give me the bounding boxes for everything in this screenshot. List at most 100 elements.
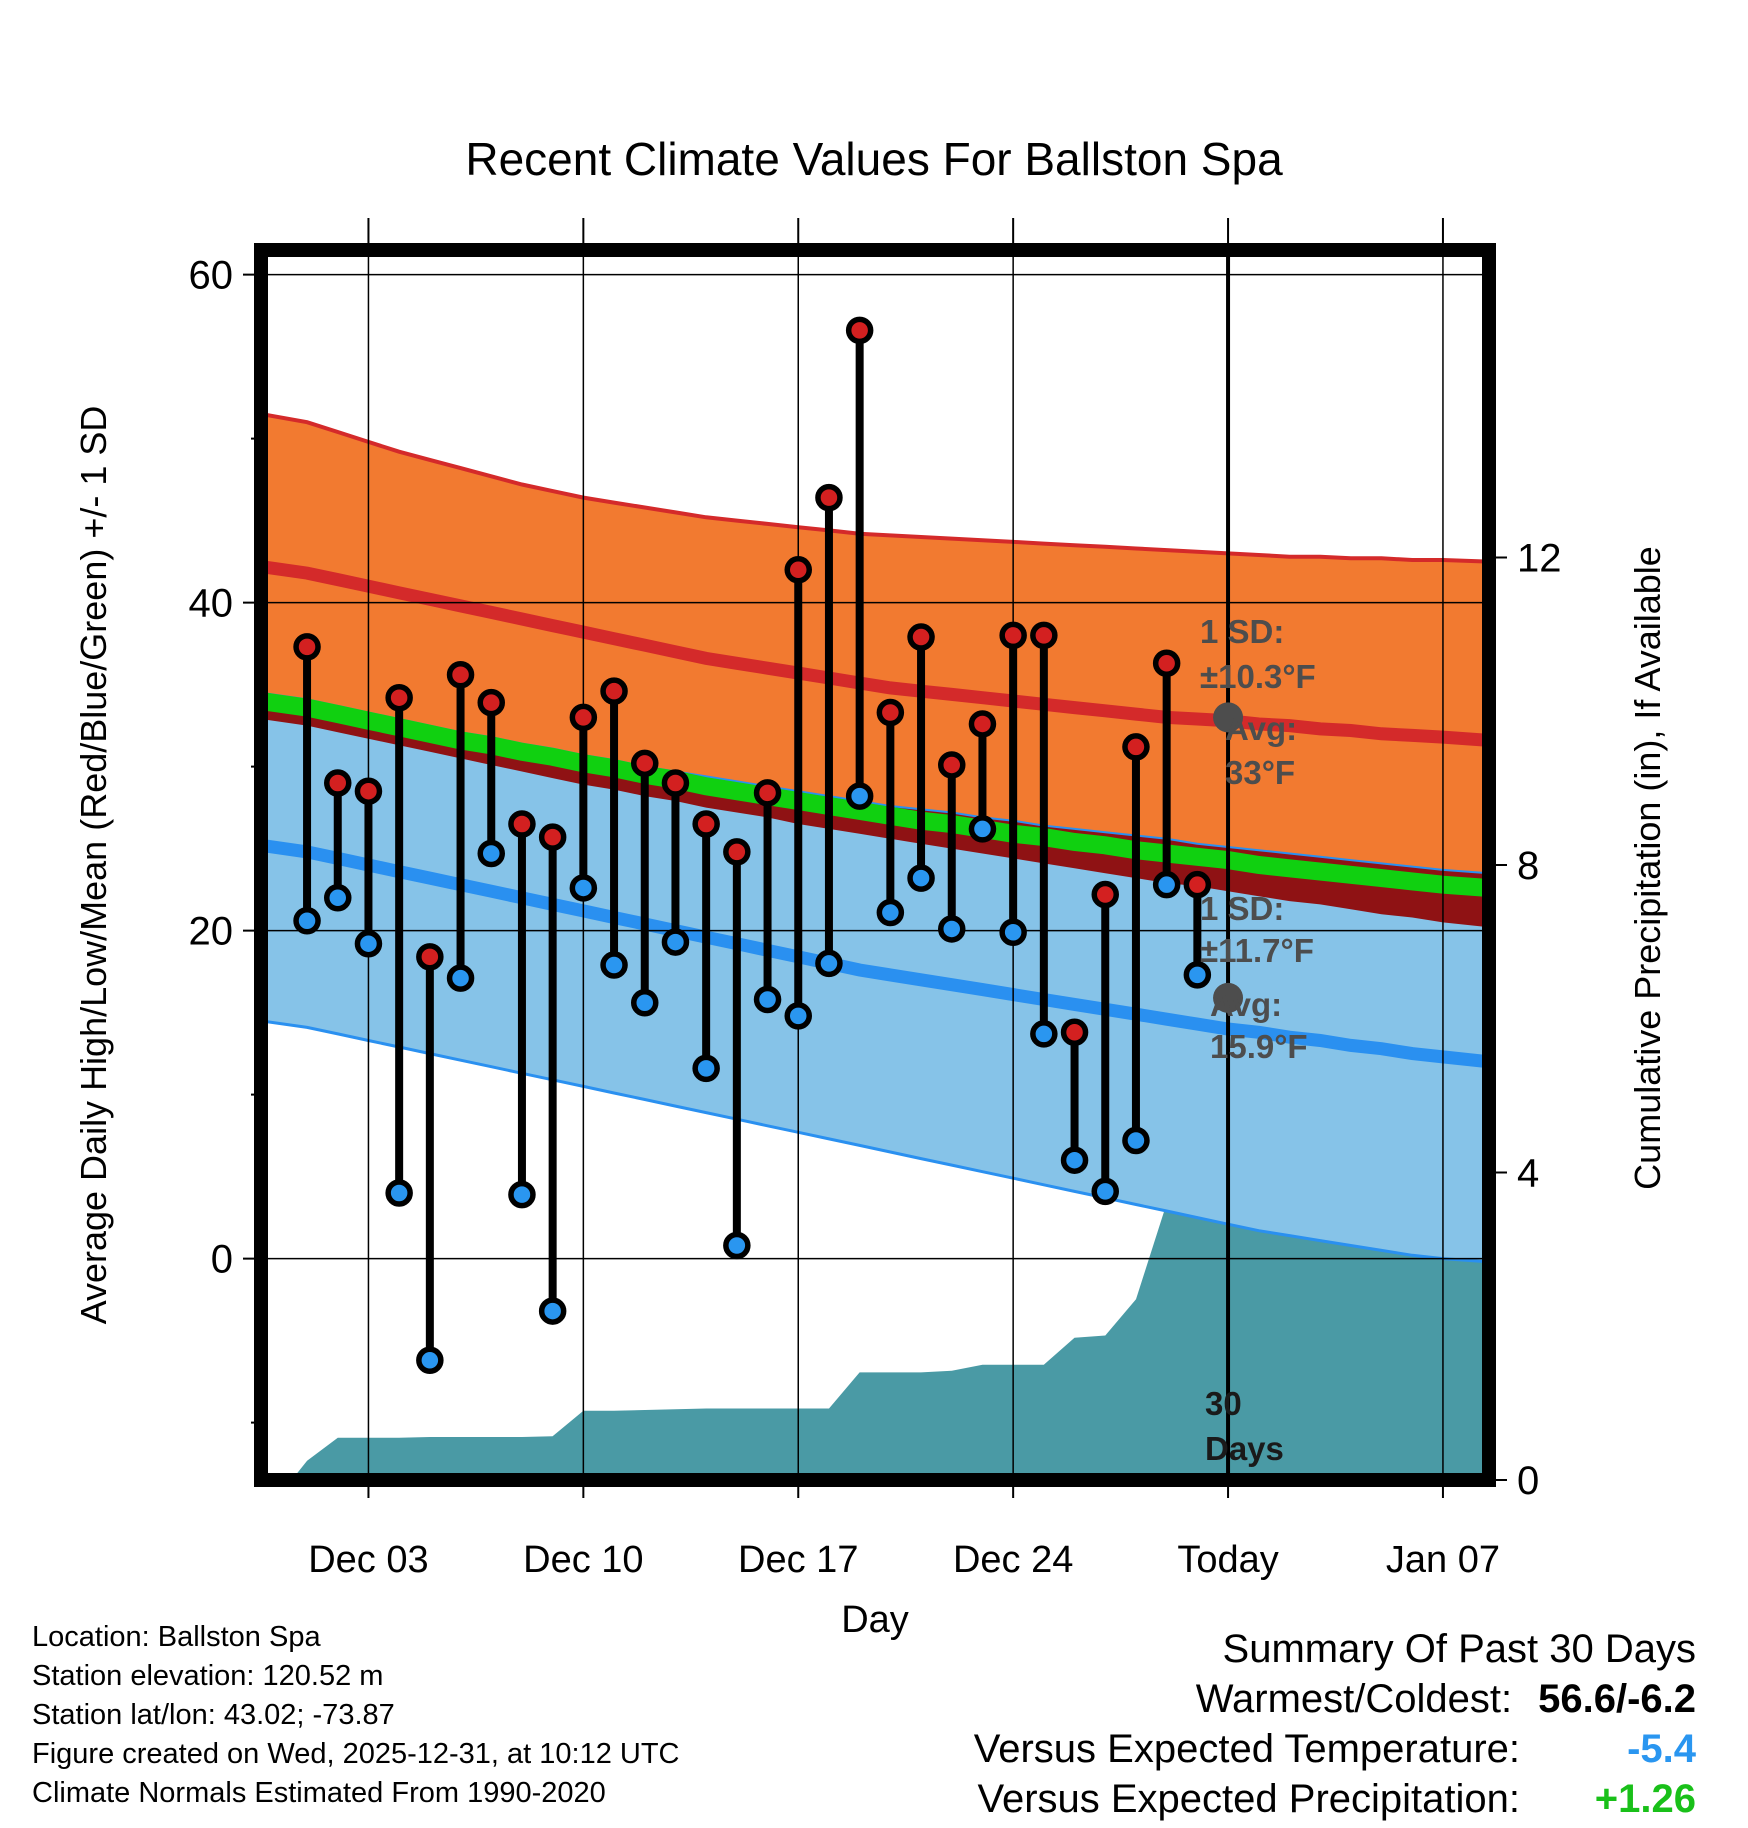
high-avg-marker — [1213, 702, 1244, 733]
low-point — [354, 929, 383, 958]
high-sd-upper-line — [261, 412, 1489, 564]
y-tick-label: 20 — [189, 910, 234, 954]
high-point — [631, 749, 659, 778]
low-point — [1030, 1020, 1058, 1048]
high-point — [569, 703, 598, 732]
low-point — [631, 989, 659, 1017]
high-point — [784, 556, 812, 584]
high-point — [815, 483, 843, 512]
low-point — [661, 928, 690, 956]
mean-normal-line — [261, 692, 1489, 897]
high-point — [538, 823, 567, 851]
low-point — [815, 949, 843, 978]
high-point — [692, 810, 720, 838]
temp-row: Versus Expected Temperature: -5.4 — [974, 1724, 1696, 1774]
low-point — [538, 1297, 567, 1325]
high-point — [385, 683, 413, 712]
low-avg-label-2: 15.9°F — [1210, 1028, 1308, 1065]
low-point — [1152, 870, 1181, 899]
low-avg-marker — [1213, 982, 1244, 1013]
precip-label: Versus Expected Precipitation: — [977, 1777, 1520, 1821]
high-point — [723, 838, 751, 866]
y2-tick-label: 4 — [1517, 1152, 1539, 1196]
high-normal-line — [261, 560, 1489, 747]
low-point — [1060, 1146, 1089, 1174]
low-point — [876, 898, 905, 927]
daily-points — [293, 316, 1212, 1375]
y2-axis-label: Cumulative Precipitation (in), If Availa… — [1627, 546, 1668, 1190]
low-point — [416, 1346, 444, 1375]
high-point — [1091, 880, 1119, 909]
normals-text: Climate Normals Estimated From 1990-2020 — [32, 1777, 606, 1809]
station-info: Location: Ballston Spa Station elevation… — [32, 1618, 680, 1813]
high-temp-sd-band — [261, 414, 1489, 928]
window-label-2: Days — [1205, 1430, 1284, 1467]
y-tick-label: 60 — [189, 254, 234, 298]
high-point — [907, 623, 935, 651]
warm-cold-value: 56.6/-6.2 — [1538, 1677, 1696, 1721]
y-tick-label: 40 — [189, 582, 234, 626]
high-point — [938, 751, 966, 779]
low-point — [723, 1231, 751, 1260]
high-sd-label-2: ±10.3°F — [1200, 658, 1316, 695]
y2-tick-label: 12 — [1517, 537, 1562, 581]
x-tick-label: Jan 07 — [1386, 1539, 1500, 1581]
low-point — [968, 815, 997, 843]
x-tick-label: Today — [1177, 1539, 1278, 1581]
high-point — [661, 769, 690, 797]
low-point — [385, 1179, 413, 1207]
low-point — [784, 1002, 812, 1030]
axes: 0 20 40 60 0 4 8 12 Dec 03 Dec 10 Dec 17 Dec 24 Toda… — [189, 218, 1562, 1581]
x-axis-label: Day — [841, 1599, 909, 1641]
plot-frame — [254, 243, 1496, 1487]
high-avg-label-2: 33°F — [1225, 754, 1295, 791]
warm-cold-row: Warmest/Coldest: 56.6/-6.2 — [974, 1674, 1696, 1724]
x-tick-label: Dec 03 — [308, 1539, 428, 1581]
high-point — [1030, 621, 1058, 650]
warm-cold-label: Warmest/Coldest: — [1195, 1677, 1513, 1721]
daily-range-stems — [303, 330, 1202, 1361]
x-tick-label: Dec 24 — [953, 1539, 1073, 1581]
low-point — [324, 884, 352, 912]
high-point — [1183, 870, 1212, 899]
high-avg-label-1: Avg: — [1225, 710, 1297, 747]
high-point — [293, 633, 321, 661]
elevation-text: Station elevation: 120.52 m — [32, 1660, 384, 1692]
high-point — [876, 698, 905, 727]
y2-tick-label: 0 — [1517, 1459, 1539, 1503]
latlon-text: Station lat/lon: 43.02; -73.87 — [32, 1699, 395, 1731]
low-point — [569, 874, 598, 902]
low-point — [1091, 1177, 1119, 1206]
high-point — [968, 710, 997, 738]
high-point — [600, 677, 628, 705]
precip-row: Versus Expected Precipitation: +1.26 — [974, 1774, 1696, 1824]
high-point — [324, 769, 352, 797]
low-sd-label-1: 1 SD: — [1200, 890, 1284, 927]
y-tick-label: 0 — [211, 1238, 233, 1282]
temp-value: -5.4 — [1627, 1727, 1696, 1771]
high-point — [1152, 649, 1181, 678]
chart-title: Recent Climate Values For Ballston Spa — [465, 133, 1283, 185]
low-point — [600, 951, 628, 979]
low-point — [692, 1054, 720, 1083]
location-text: Location: Ballston Spa — [32, 1621, 321, 1653]
low-avg-label-1: Avg: — [1210, 986, 1282, 1023]
low-point — [907, 864, 935, 892]
high-sd-label-1: 1 SD: — [1200, 613, 1284, 650]
low-point — [1122, 1126, 1150, 1155]
low-point — [1183, 961, 1212, 989]
high-point — [477, 688, 505, 717]
low-normal-line — [261, 838, 1489, 1069]
temp-label: Versus Expected Temperature: — [973, 1727, 1520, 1771]
high-point — [1122, 733, 1150, 761]
low-point — [938, 915, 966, 943]
summary-panel: Summary Of Past 30 Days Warmest/Coldest:… — [974, 1624, 1696, 1824]
low-point — [508, 1180, 536, 1209]
high-point — [354, 777, 383, 805]
y-axis-label: Average Daily High/Low/Mean (Red/Blue/Gr… — [73, 406, 114, 1325]
low-point — [753, 985, 782, 1014]
x-tick-label: Dec 17 — [738, 1539, 858, 1581]
low-sd-lower-line — [261, 1019, 1489, 1264]
high-point — [1060, 1018, 1089, 1047]
